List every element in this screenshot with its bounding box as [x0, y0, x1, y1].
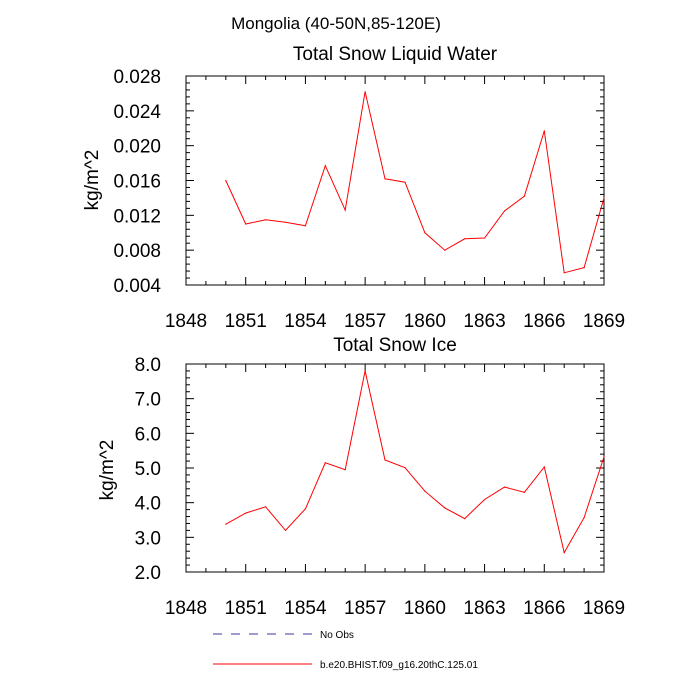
series-line	[225, 91, 605, 274]
x-tick-label: 1854	[284, 311, 327, 332]
y-axis-label: kg/m^2	[97, 440, 118, 501]
y-tick-label: 2.0	[135, 563, 161, 584]
data-point	[265, 506, 267, 508]
y-tick-label: 0.012	[113, 206, 161, 227]
data-point	[444, 507, 446, 509]
data-point	[603, 197, 605, 199]
chart-panel-snow-ice: Total Snow Ice kg/m^2 1848 1851 1854 1857 18…	[97, 335, 625, 619]
data-point	[245, 223, 247, 225]
data-point	[583, 517, 585, 519]
data-point	[324, 462, 326, 464]
data-point	[324, 165, 326, 167]
x-tick-label: 1863	[463, 598, 505, 619]
legend: No Obs b.e20.BHIST.f09_g16.20thC.125.01	[213, 630, 478, 671]
x-tick-label: 1857	[344, 311, 386, 332]
y-tick-label: 0.004	[113, 276, 161, 297]
data-point	[523, 491, 526, 493]
x-tick-label: 1851	[225, 311, 267, 332]
data-point	[384, 459, 386, 461]
data-point	[424, 232, 426, 234]
y-tick-label: 0.008	[113, 241, 161, 262]
data-point	[225, 179, 227, 182]
data-point	[503, 486, 506, 488]
data-point	[404, 467, 406, 469]
chart-title: Total Snow Liquid Water	[293, 44, 498, 65]
data-point	[284, 529, 287, 532]
data-point	[464, 518, 466, 520]
x-tick-label: 1860	[404, 598, 446, 619]
x-tick-label: 1848	[165, 598, 207, 619]
data-point	[344, 209, 346, 211]
x-tick-label: 1851	[225, 598, 267, 619]
legend-label-model-run: b.e20.BHIST.f09_g16.20thC.125.01	[320, 660, 478, 671]
data-point	[344, 469, 346, 471]
y-tick-label: 0.020	[113, 137, 161, 158]
data-point	[444, 249, 446, 251]
y-tick-label: 4.0	[135, 494, 161, 515]
series-line	[225, 370, 605, 554]
y-tick-label: 7.0	[135, 390, 161, 411]
data-point	[404, 181, 406, 183]
data-point	[484, 498, 486, 501]
data-point	[384, 178, 386, 180]
data-point	[583, 267, 585, 269]
y-tick-label: 6.0	[135, 424, 161, 445]
data-point	[523, 195, 526, 197]
data-point	[265, 219, 267, 221]
x-tick-label: 1866	[523, 598, 565, 619]
x-tick-label: 1854	[284, 598, 327, 619]
data-point	[603, 456, 605, 458]
x-tick-label: 1857	[344, 598, 386, 619]
plot-frame	[185, 363, 605, 573]
x-tick-label: 1848	[165, 311, 207, 332]
data-point	[543, 466, 545, 468]
y-tick-label: 0.024	[113, 102, 161, 123]
x-tick-label: 1866	[523, 311, 565, 332]
data-point	[563, 272, 565, 274]
y-axis-label: kg/m^2	[82, 150, 103, 211]
data-point	[364, 91, 366, 93]
chart-panel-snow-liquid-water: Total Snow Liquid Water kg/m^2 1848 1851 1…	[82, 44, 625, 332]
x-tick-label: 1860	[404, 311, 446, 332]
y-tick-label: 0.016	[113, 172, 161, 193]
y-tick-label: 3.0	[135, 528, 161, 549]
data-point	[225, 523, 227, 525]
y-tick-label: 0.028	[113, 67, 161, 88]
legend-label-no-obs: No Obs	[320, 630, 354, 641]
data-point	[484, 237, 486, 239]
data-point	[284, 221, 287, 223]
data-point	[424, 490, 426, 492]
data-point	[543, 130, 545, 132]
data-point	[245, 512, 247, 514]
y-tick-label: 5.0	[135, 459, 161, 480]
data-point	[364, 370, 366, 372]
x-tick-label: 1869	[583, 311, 625, 332]
data-point	[464, 238, 466, 240]
x-tick-label: 1863	[463, 311, 505, 332]
data-point	[304, 508, 306, 510]
data-point	[304, 225, 306, 227]
y-tick-label: 8.0	[135, 355, 161, 376]
chart-title: Total Snow Ice	[333, 335, 457, 356]
data-point	[563, 552, 565, 554]
figure-title: Mongolia (40-50N,85-120E)	[231, 14, 441, 33]
data-point	[503, 210, 506, 212]
x-tick-label: 1869	[583, 598, 625, 619]
